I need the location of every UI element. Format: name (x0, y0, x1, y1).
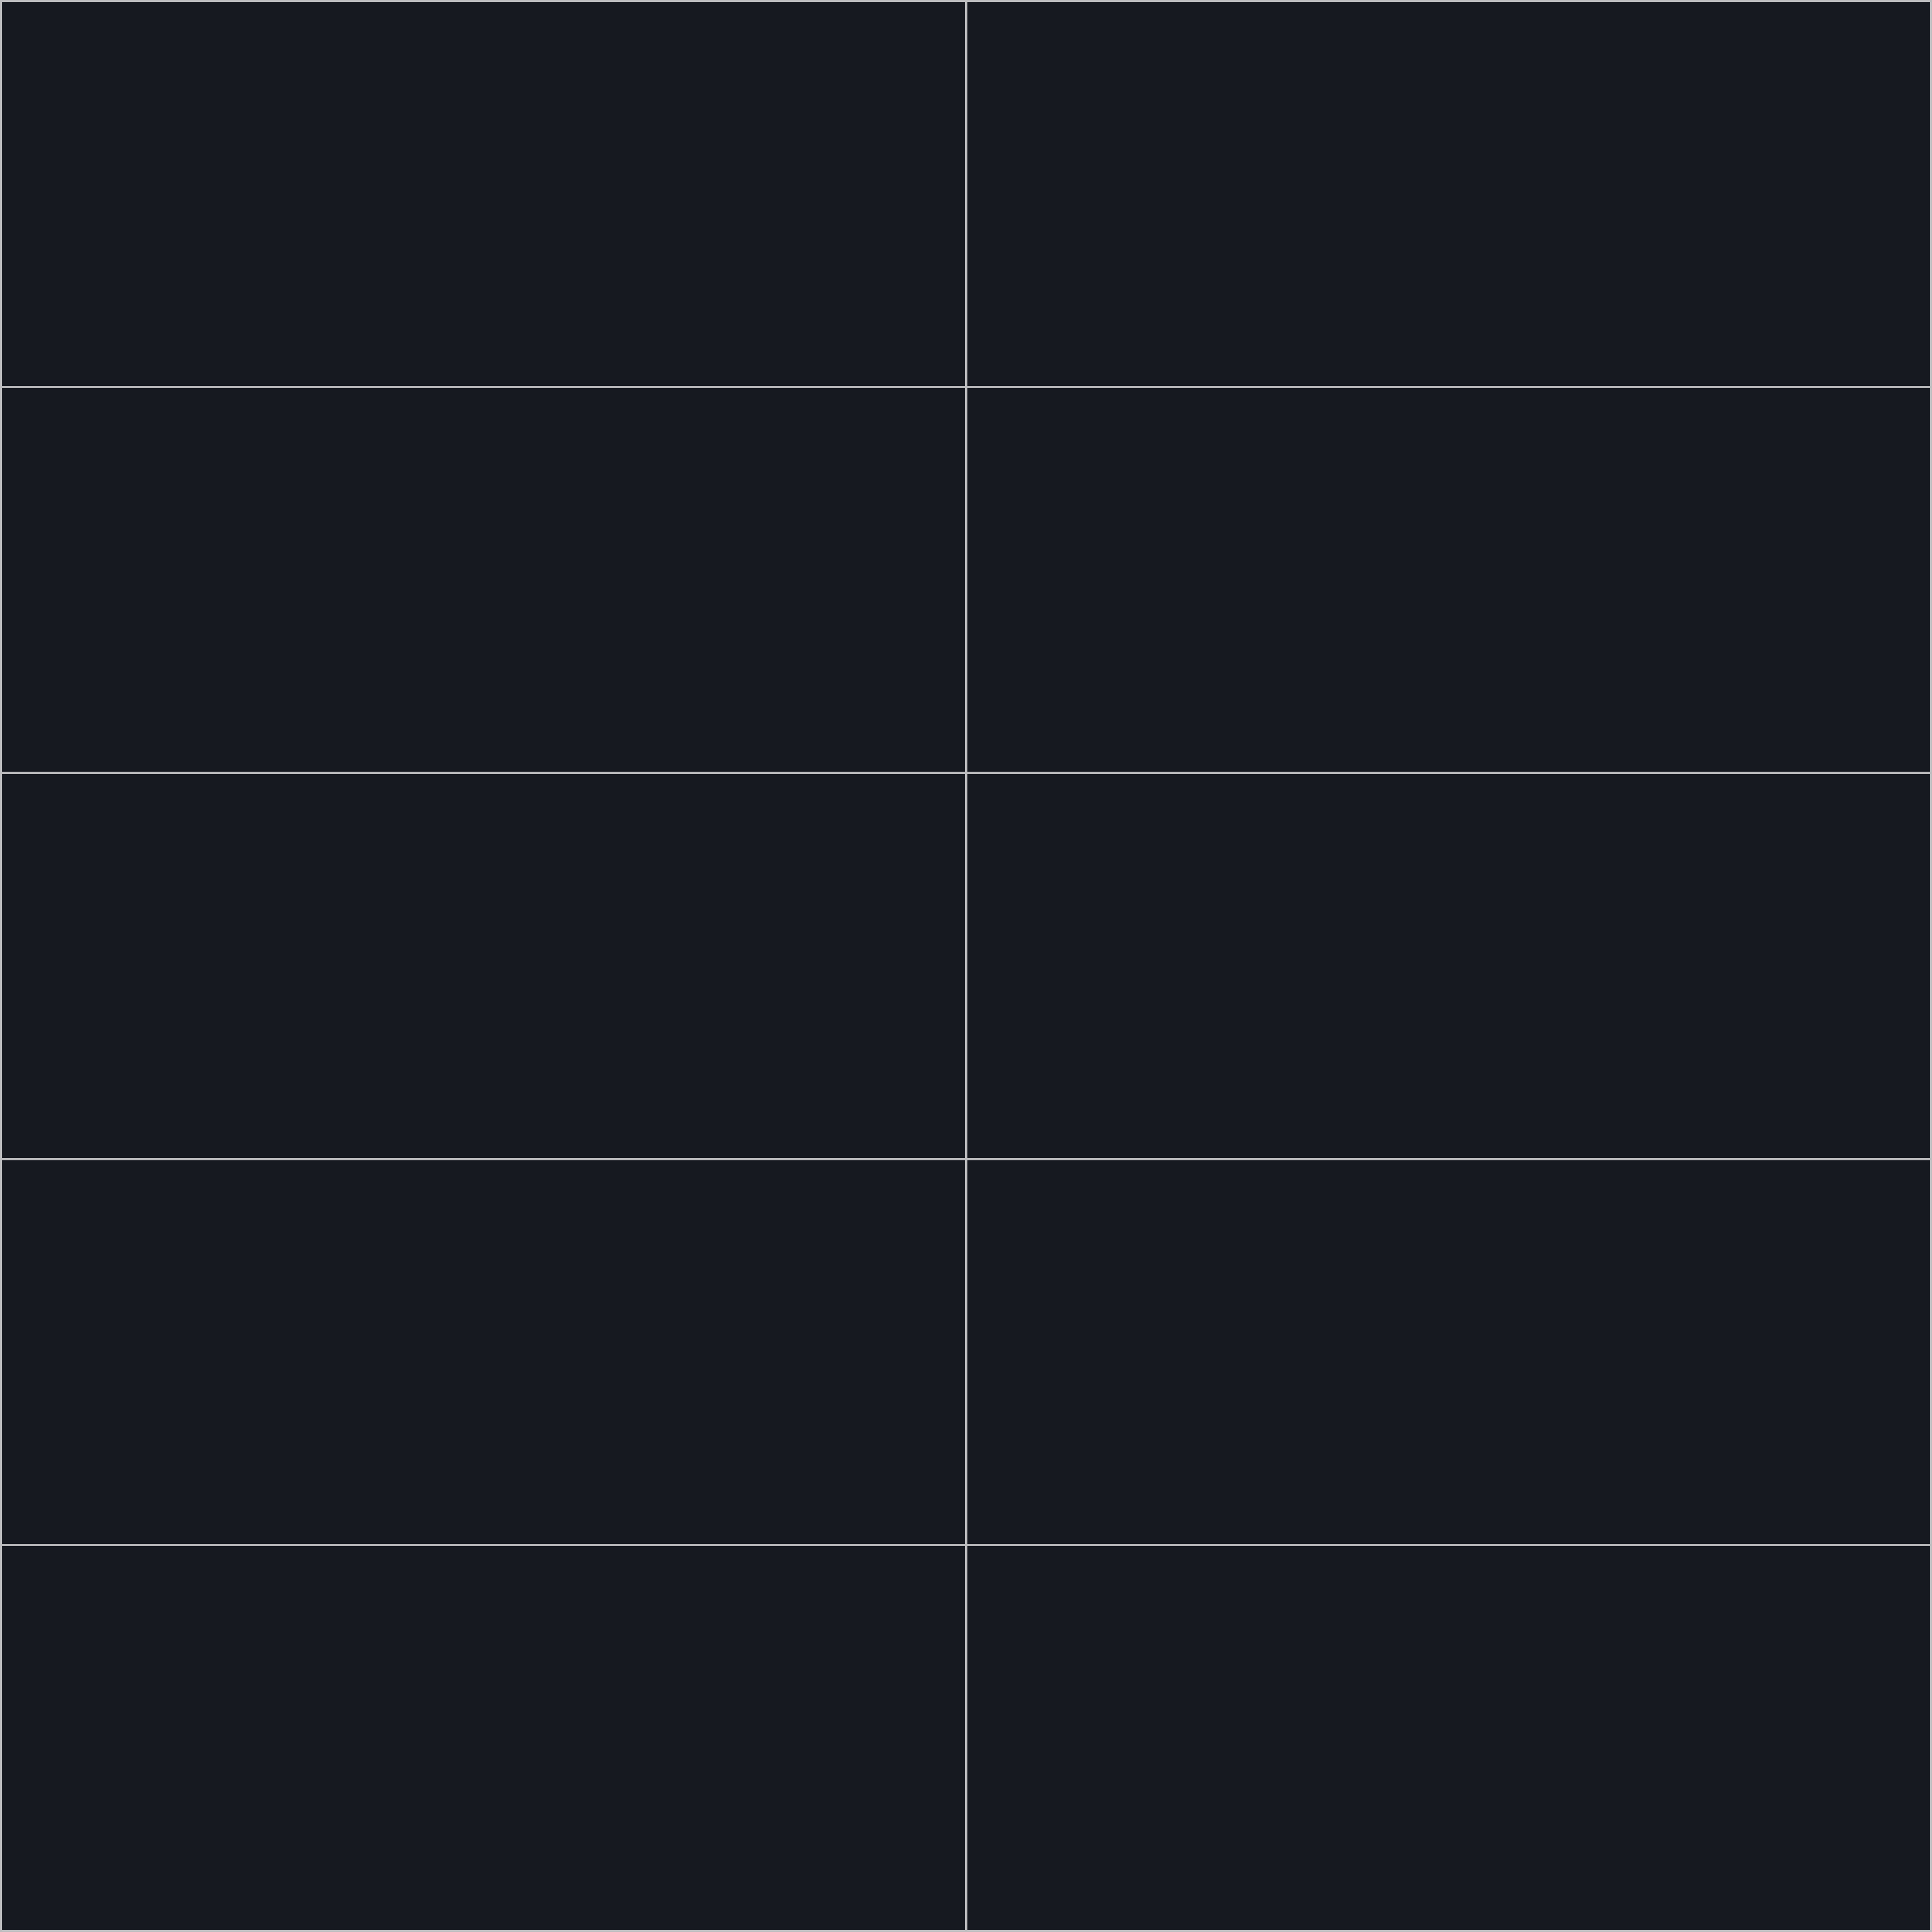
panel-r2-c2 (967, 388, 1930, 772)
panel-r5-c1 (2, 1546, 965, 1930)
panel-r5-c2 (967, 1546, 1930, 1930)
panel-r1-c1 (2, 2, 965, 386)
panel-r4-c2 (967, 1160, 1930, 1544)
panel-r2-c1 (2, 388, 965, 772)
panel-r3-c1 (2, 774, 965, 1158)
panel-r3-c2 (967, 774, 1930, 1158)
panel-r4-c1 (2, 1160, 965, 1544)
panel-r1-c2 (967, 2, 1930, 386)
